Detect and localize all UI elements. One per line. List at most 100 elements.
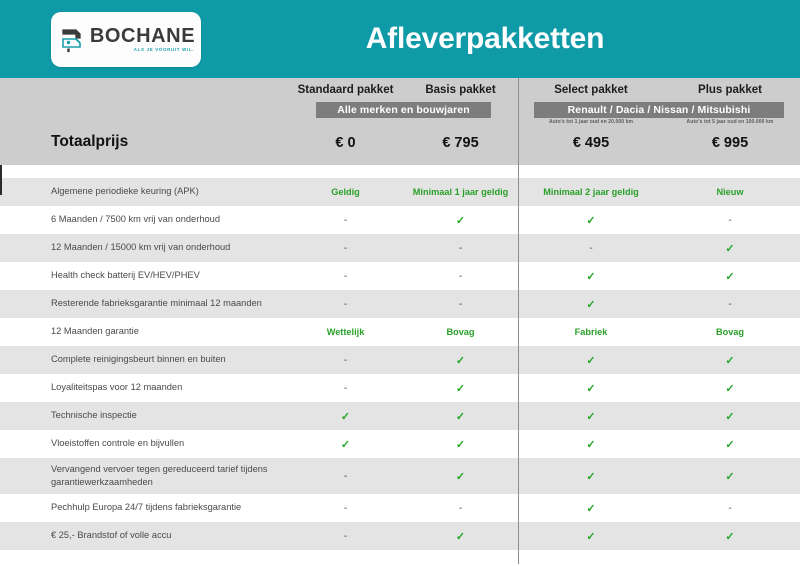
row-label: 6 Maanden / 7500 km vrij van onderhoud	[51, 214, 221, 225]
bochane-mark-icon	[59, 25, 85, 55]
cell-standaard: ✓	[340, 438, 351, 451]
table-footer-row	[0, 550, 800, 566]
cell-standaard: -	[343, 214, 348, 226]
cell-select: Minimaal 2 jaar geldig	[543, 187, 639, 197]
cell-standaard: -	[343, 530, 348, 542]
cell-plus: -	[728, 298, 732, 310]
row-label: Technische inspectie	[51, 410, 137, 421]
cell-select: Fabriek	[574, 327, 608, 337]
package-price: € 795	[442, 135, 479, 151]
cell-plus: Nieuw	[716, 187, 744, 197]
row-label: 12 Maanden garantie	[51, 326, 139, 337]
cell-select: ✓	[586, 438, 596, 451]
header-label-column	[0, 78, 288, 165]
table-row: Pechhulp Europa 24/7 tijdens fabrieksgar…	[0, 494, 800, 522]
cell-standaard: ✓	[340, 410, 351, 423]
cell-select: ✓	[586, 214, 596, 227]
cell-plus: ✓	[725, 270, 735, 283]
package-name: Plus pakket	[698, 84, 762, 96]
cell-select: ✓	[586, 354, 596, 367]
cell-basis: ✓	[455, 214, 466, 227]
table-row: Vervangend vervoer tegen gereduceerd tar…	[0, 458, 800, 494]
table-row: Loyaliteitspas voor 12 maanden - ✓ ✓ ✓	[0, 374, 800, 402]
left-edge-marker	[0, 165, 2, 195]
row-label: Algemene periodieke keuring (APK)	[51, 186, 199, 197]
cell-plus: ✓	[725, 382, 735, 395]
cell-basis: ✓	[455, 410, 466, 423]
cell-basis: ✓	[455, 438, 466, 451]
cell-standaard: -	[343, 354, 348, 366]
row-label: Complete reinigingsbeurt binnen en buite…	[51, 354, 226, 365]
row-label: Health check batterij EV/HEV/PHEV	[51, 270, 200, 281]
cell-plus: ✓	[725, 242, 735, 255]
cell-basis: ✓	[455, 354, 466, 367]
cell-standaard: -	[343, 502, 348, 514]
cell-basis: -	[458, 242, 463, 254]
package-name: Basis pakket	[425, 84, 496, 96]
cell-select: ✓	[586, 298, 596, 311]
cell-select: ✓	[586, 502, 596, 515]
table-row: 6 Maanden / 7500 km vrij van onderhoud - ✓…	[0, 206, 800, 234]
package-header-select: Select pakket Auto's tot 1 jaar oud en 2…	[522, 78, 660, 165]
totaalprijs-label: Totaalprijs	[51, 133, 129, 150]
cell-basis: Minimaal 1 jaar geldig	[412, 187, 509, 197]
table-row: Health check batterij EV/HEV/PHEV - - ✓ ✓	[0, 262, 800, 290]
package-header-standaard: Standaard pakket € 0	[288, 78, 403, 165]
package-price: € 0	[335, 135, 356, 151]
cell-select: ✓	[586, 382, 596, 395]
cell-standaard: Wettelijk	[326, 327, 365, 337]
table-row: Algemene periodieke keuring (APK) Geldig M…	[0, 178, 800, 206]
package-subtitle: Auto's tot 5 jaar oud en 100.000 km	[686, 119, 774, 125]
scope-bar-left: Alle merken en bouwjaren	[316, 102, 491, 118]
cell-plus: ✓	[725, 470, 735, 483]
table-row: Resterende fabrieksgarantie minimaal 12 …	[0, 290, 800, 318]
row-label: € 25,- Brandstof of volle accu	[51, 530, 172, 541]
cell-select: -	[589, 242, 593, 254]
cell-basis: Bovag	[446, 327, 475, 337]
table-header: Totaalprijs Alle merken en bouwjaren Ren…	[0, 78, 800, 165]
package-name: Select pakket	[554, 84, 628, 96]
cell-standaard: Geldig	[331, 187, 360, 197]
row-label: Resterende fabrieksgarantie minimaal 12 …	[51, 298, 262, 309]
row-label: Vervangend vervoer tegen gereduceerd tar…	[51, 463, 268, 487]
package-header-plus: Plus pakket Auto's tot 5 jaar oud en 100…	[660, 78, 800, 165]
cell-standaard: -	[343, 382, 348, 394]
header-body-spacer	[0, 165, 800, 178]
cell-standaard: -	[343, 298, 348, 310]
package-subtitle: Auto's tot 1 jaar oud en 20.000 km	[548, 119, 634, 125]
cell-basis: -	[458, 502, 463, 514]
cell-plus: ✓	[725, 530, 735, 543]
logo-tagline: ALS JE VOORUIT WIL.	[133, 47, 195, 53]
cell-standaard: -	[343, 470, 348, 482]
cell-standaard: -	[343, 242, 348, 254]
package-price: € 495	[572, 135, 610, 151]
cell-plus: -	[728, 214, 732, 226]
table-row: Technische inspectie ✓ ✓ ✓ ✓	[0, 402, 800, 430]
cell-select: ✓	[586, 410, 596, 423]
package-header-basis: Basis pakket € 795	[403, 78, 518, 165]
cell-plus: ✓	[725, 410, 735, 423]
bochane-logo: BOCHANE ALS JE VOORUIT WIL.	[51, 12, 201, 67]
cell-plus: Bovag	[715, 327, 745, 337]
cell-basis: ✓	[455, 382, 466, 395]
table-row: Complete reinigingsbeurt binnen en buite…	[0, 346, 800, 374]
row-label: 12 Maanden / 15000 km vrij van onderhoud	[51, 242, 231, 253]
table-row: Vloeistoffen controle en bijvullen ✓ ✓ ✓ ✓	[0, 430, 800, 458]
cell-plus: ✓	[725, 354, 735, 367]
table-row: 12 Maanden / 15000 km vrij van onderhoud…	[0, 234, 800, 262]
cell-plus: ✓	[725, 438, 735, 451]
cell-standaard: -	[343, 270, 348, 282]
package-price: € 995	[711, 135, 749, 151]
scope-bar-right: Renault / Dacia / Nissan / Mitsubishi	[534, 102, 784, 118]
page-banner: Afleverpakketten BOCHANE ALS JE VOORUIT …	[0, 0, 800, 78]
table-row: 12 Maanden garantie Wettelijk Bovag Fabriek…	[0, 318, 800, 346]
cell-select: ✓	[586, 470, 596, 483]
logo-wordmark: BOCHANE	[89, 25, 196, 48]
page-bottom-edge	[0, 564, 800, 566]
cell-basis: ✓	[455, 530, 466, 543]
cell-plus: -	[728, 502, 732, 514]
cell-basis: ✓	[455, 470, 466, 483]
cell-basis: -	[458, 298, 463, 310]
row-label: Loyaliteitspas voor 12 maanden	[51, 382, 183, 393]
